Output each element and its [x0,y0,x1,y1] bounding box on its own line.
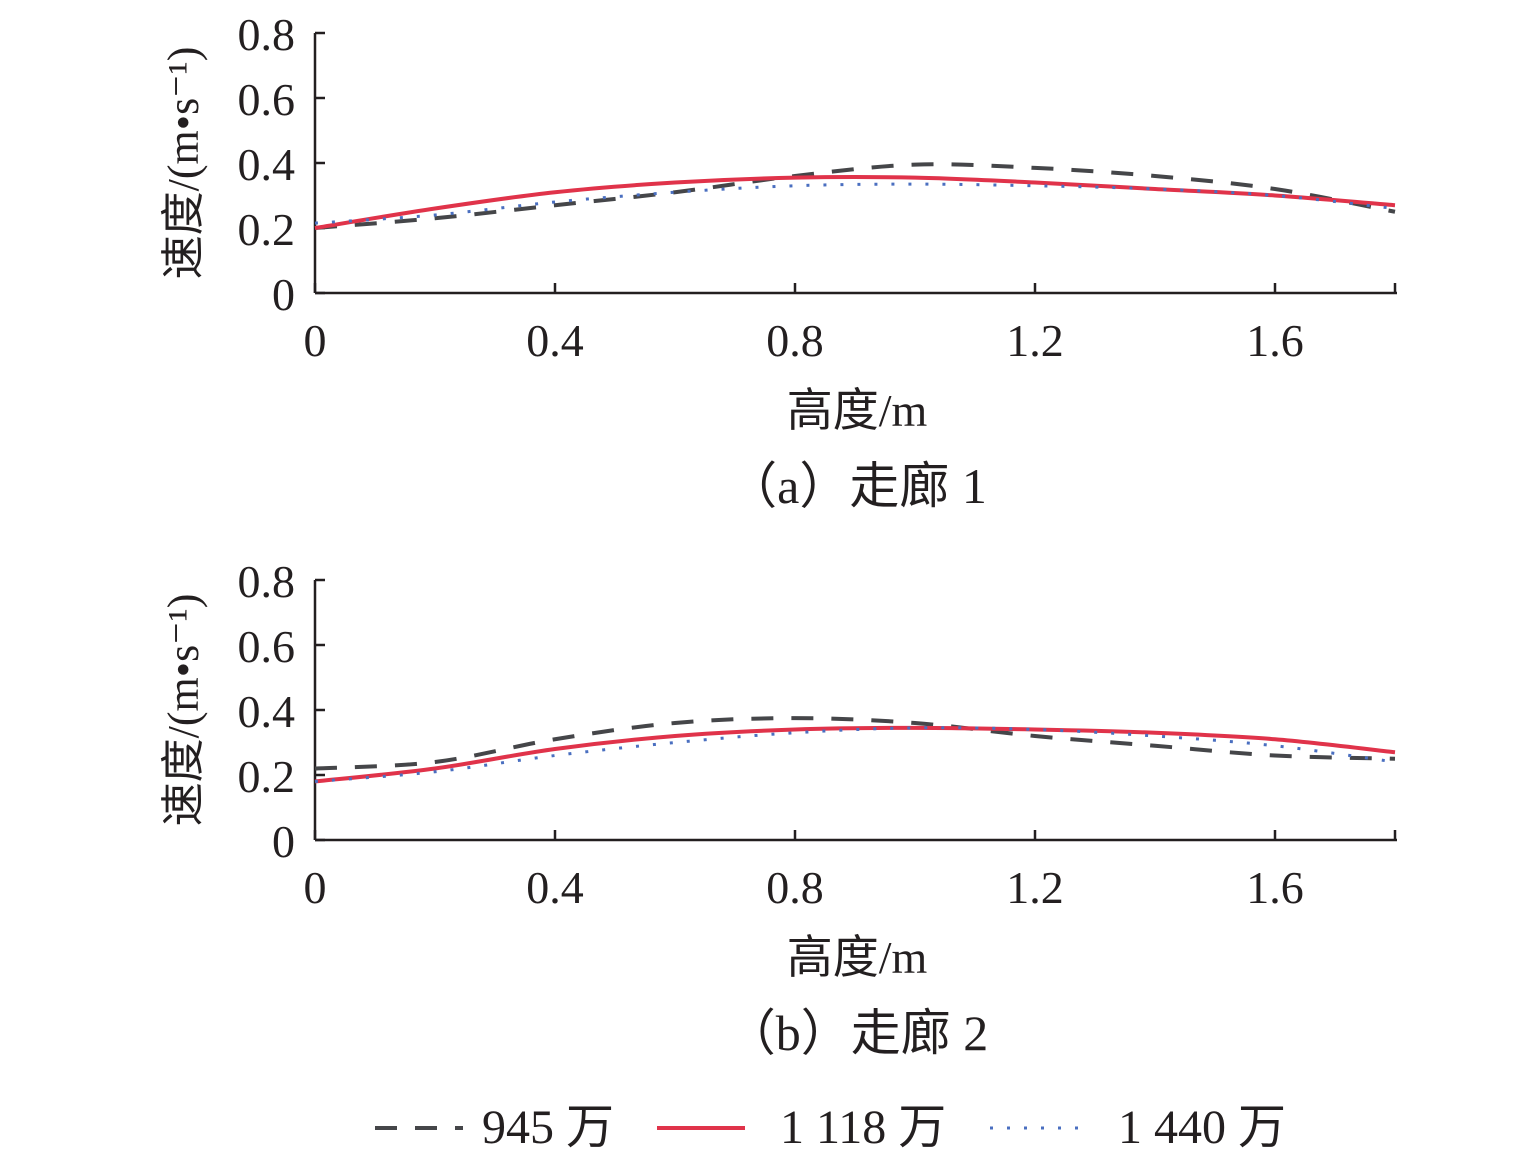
x-tick-label: 1.2 [1006,862,1064,913]
x-tick-label: 1.6 [1246,862,1304,913]
x-tick-label: 0 [304,315,327,366]
x-tick-label: 0.8 [766,315,824,366]
x-tick-label: 0.8 [766,862,824,913]
y-axis-label: 速度/(m•s⁻¹) [159,47,208,280]
y-tick-label: 0 [272,269,295,320]
y-tick-label: 0 [272,816,295,867]
x-tick-label: 0 [304,862,327,913]
y-tick-label: 0.8 [238,9,296,60]
y-tick-label: 0.2 [238,204,296,255]
x-axis-label: 高度/m [787,932,928,983]
series-line-1 [314,725,1396,784]
series-line-1 [314,175,1396,230]
series-line-0 [314,716,1396,771]
x-tick-label: 0.4 [526,315,584,366]
legend-label: 945 万 [482,1101,614,1154]
y-tick-label: 0.6 [238,74,296,125]
series-line-0 [314,162,1396,230]
y-tick-label: 0.4 [238,139,296,190]
panel-caption: （b）走廊 2 [726,1005,989,1061]
series-line-2 [314,182,1396,225]
x-tick-label: 1.2 [1006,315,1064,366]
y-tick-label: 0.6 [238,621,296,672]
x-axis-label: 高度/m [787,385,928,436]
x-tick-label: 0.4 [526,862,584,913]
legend-label: 1 440 万 [1118,1101,1286,1154]
y-tick-label: 0.8 [238,556,296,607]
y-tick-label: 0.4 [238,686,296,737]
y-axis-label: 速度/(m•s⁻¹) [159,594,208,827]
legend-label: 1 118 万 [780,1101,946,1154]
panel-caption: （a）走廊 1 [727,458,987,514]
y-tick-label: 0.2 [238,751,296,802]
x-tick-label: 1.6 [1246,315,1304,366]
